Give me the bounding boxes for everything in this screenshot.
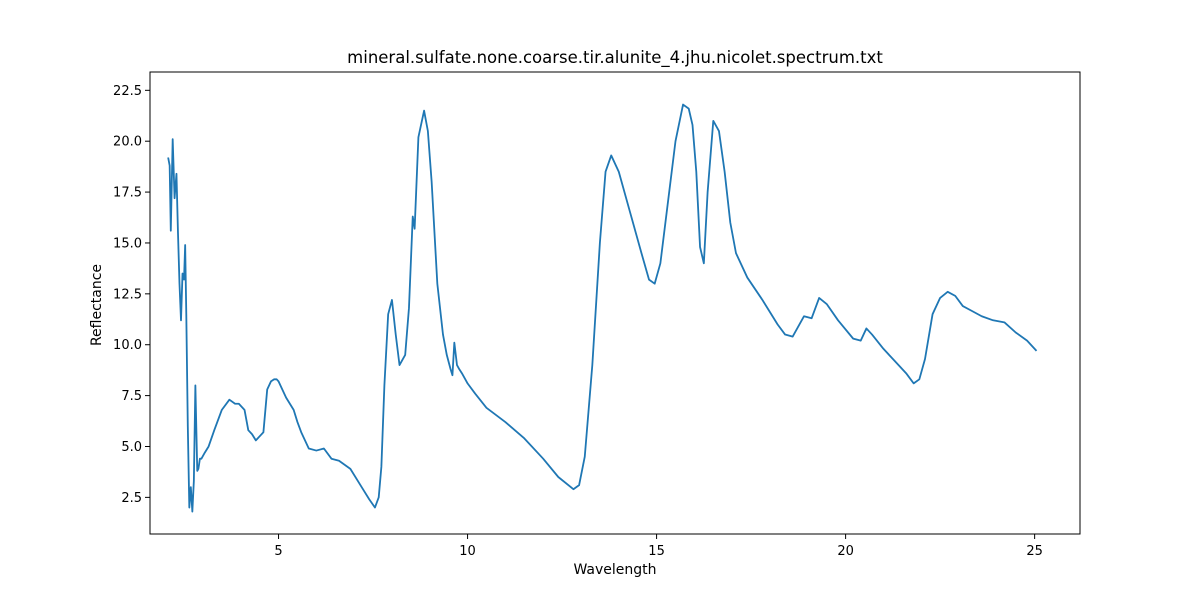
y-tick-label: 15.0 xyxy=(113,236,142,251)
y-tick-label: 22.5 xyxy=(113,84,142,99)
y-tick-label: 5.0 xyxy=(121,440,142,455)
y-tick-label: 7.5 xyxy=(121,389,142,404)
y-axis: 2.5 5.0 7.5 10.0 12.5 15.0 17.5 20.0 22.5 xyxy=(113,84,150,506)
y-tick-label: 17.5 xyxy=(113,186,142,201)
x-axis: 5 10 15 20 25 xyxy=(274,534,1043,559)
chart-title: mineral.sulfate.none.coarse.tir.alunite_… xyxy=(347,48,883,68)
x-tick-label: 5 xyxy=(274,544,282,559)
series-line xyxy=(167,103,1038,513)
y-tick-label: 20.0 xyxy=(113,135,142,150)
y-tick-label: 12.5 xyxy=(113,287,142,302)
x-tick-label: 20 xyxy=(837,544,854,559)
y-tick-label: 10.0 xyxy=(113,338,142,353)
x-tick-label: 25 xyxy=(1026,544,1043,559)
y-axis-label: Reflectance xyxy=(89,264,105,346)
plot-area xyxy=(167,103,1038,513)
plot-frame xyxy=(149,71,1081,535)
x-tick-label: 15 xyxy=(648,544,665,559)
y-tick-label: 2.5 xyxy=(121,491,142,506)
x-tick-label: 10 xyxy=(459,544,476,559)
x-axis-label: Wavelength xyxy=(573,562,656,578)
